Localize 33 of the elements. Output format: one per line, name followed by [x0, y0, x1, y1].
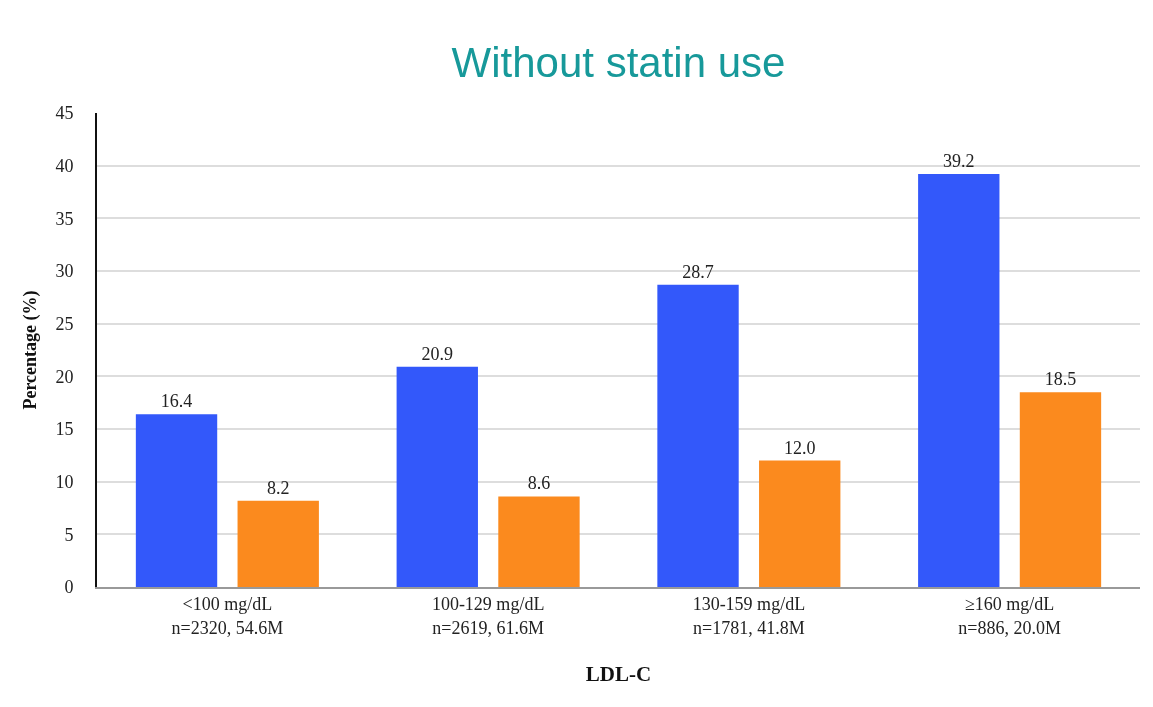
data-label: 18.5 [1044, 369, 1077, 390]
y-tick-label: 45 [55, 103, 74, 124]
bar [498, 496, 580, 587]
y-tick-label: 15 [55, 419, 74, 440]
data-label: 12.0 [783, 437, 816, 458]
x-tick-label: <100 mg/dL n=2320, 54.6M [171, 594, 284, 638]
bar [237, 500, 319, 587]
x-tick-label: 130-159 mg/dL n=1781, 41.8M [692, 594, 806, 638]
data-label: 39.2 [943, 151, 975, 172]
y-tick-label: 35 [55, 208, 74, 229]
bar [759, 460, 841, 587]
data-label: 8.6 [527, 473, 551, 494]
chart-title: Without statin use [451, 38, 786, 86]
y-tick-label: 10 [55, 471, 74, 492]
data-label: 8.2 [266, 477, 290, 498]
x-tick-label: 100-129 mg/dL n=2619, 61.6M [431, 594, 545, 638]
y-tick-label: 5 [64, 524, 74, 545]
data-label: 28.7 [682, 261, 714, 282]
y-tick-label: 30 [55, 261, 74, 282]
y-tick-label: 20 [55, 366, 74, 387]
y-tick-label: 25 [55, 313, 74, 334]
bar [918, 174, 1000, 587]
y-tick-label: 40 [55, 155, 74, 176]
x-axis-title: LDL-C [585, 662, 652, 687]
bar [396, 366, 478, 587]
bar [657, 284, 739, 587]
y-axis-title: Percentage (%) [20, 290, 42, 410]
bar [1019, 392, 1102, 587]
data-label: 16.4 [160, 391, 193, 412]
x-tick-label: ≥160 mg/dL n=886, 20.0M [958, 594, 1061, 638]
y-tick-label: 0 [64, 577, 74, 598]
data-label: 20.9 [421, 343, 454, 364]
bar [135, 414, 218, 587]
